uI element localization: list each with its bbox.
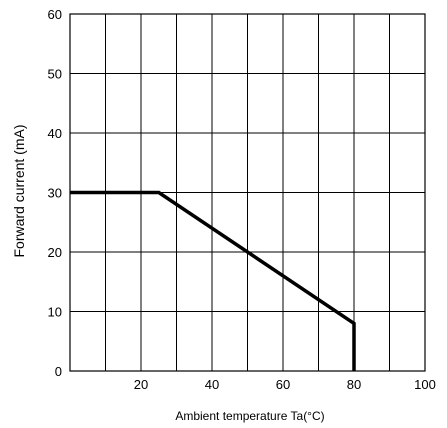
x-axis-title: Ambient temperature Ta(°C) (175, 409, 324, 423)
y-tick-label: 10 (48, 305, 62, 320)
x-tick-label: 40 (205, 377, 219, 392)
y-tick-label: 20 (48, 245, 62, 260)
y-tick-label: 0 (55, 364, 62, 379)
x-tick-label: 20 (134, 377, 148, 392)
y-tick-label: 50 (48, 67, 62, 82)
derating-curve (70, 190, 356, 371)
y-tick-label: 60 (48, 7, 62, 22)
x-tick-label: 100 (414, 377, 436, 392)
y-tick-label: 40 (48, 126, 62, 141)
y-tick-label: 30 (48, 186, 62, 201)
x-tick-label: 80 (347, 377, 361, 392)
y-axis-title: Forward current (mA) (11, 124, 27, 257)
tick-labels: 0 10 20 30 40 50 60 20 40 60 80 100 (48, 7, 436, 392)
x-tick-label: 60 (276, 377, 290, 392)
